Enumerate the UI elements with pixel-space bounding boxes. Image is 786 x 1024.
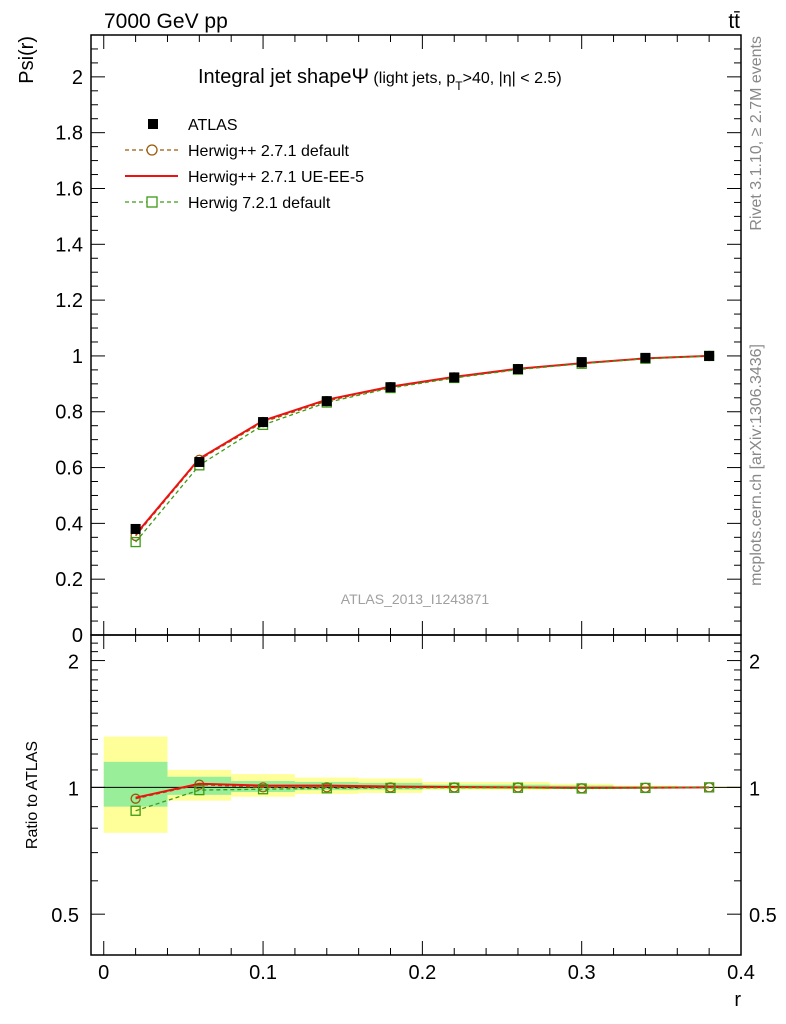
legend-marker xyxy=(148,119,158,129)
data-point xyxy=(321,396,332,407)
legend-label: Herwig++ 2.7.1 default xyxy=(188,143,350,160)
title-detail: (light jets, p xyxy=(369,70,455,87)
main-title: Integral jet shapeΨ (light jets, pT>40, … xyxy=(198,65,562,93)
data-point xyxy=(130,523,141,534)
ratio-series-marker xyxy=(385,782,396,794)
x-tick-label: 0.2 xyxy=(408,962,436,984)
y-tick-label: 0.6 xyxy=(55,458,83,480)
legend-marker xyxy=(146,196,158,208)
title-detail-end: >40, |η| < 2.5) xyxy=(463,70,562,87)
data-point xyxy=(258,417,269,428)
y-tick-label: 1.4 xyxy=(55,234,83,256)
mcplots-label: mcplots.cern.ch [arXiv:1306.3436] xyxy=(748,344,765,586)
y-tick-label: 1.6 xyxy=(55,178,83,200)
main-series-line xyxy=(134,354,710,536)
ratio-series-marker xyxy=(130,793,141,804)
y-tick-label: 0 xyxy=(72,625,83,647)
x-tick-label: 0.3 xyxy=(568,962,596,984)
data-point xyxy=(512,364,523,375)
series-layer xyxy=(130,350,715,816)
ratio-panel-frame xyxy=(90,634,742,956)
data-point xyxy=(576,357,587,368)
x-axis-label: r xyxy=(734,989,741,1011)
ratio-y-tick-label-right: 0.5 xyxy=(749,905,777,927)
y-tick-label: 1.8 xyxy=(55,123,83,145)
header-left: 7000 GeV pp xyxy=(104,10,228,33)
y-tick-label: 0.8 xyxy=(55,402,83,424)
ratio-band-green xyxy=(103,761,168,807)
ratio-series-marker xyxy=(130,805,141,816)
x-tick-label: 0.1 xyxy=(249,962,277,984)
y-axis-label-ratio: Ratio to ATLAS xyxy=(24,741,41,849)
ratio-series-marker xyxy=(576,783,587,794)
ratio-series-marker xyxy=(640,782,651,794)
legend-marker xyxy=(146,144,158,156)
y-tick-label: 1 xyxy=(72,346,83,368)
ratio-y-tick-label: 1 xyxy=(68,778,79,800)
data-point xyxy=(640,352,651,363)
rivet-label: Rivet 3.1.10, ≥ 2.7M events xyxy=(748,36,765,231)
x-tick-label: 0 xyxy=(98,962,109,984)
ratio-y-tick-label-right: 1 xyxy=(749,778,760,800)
ratio-series-marker xyxy=(512,782,524,793)
y-tick-label: 0.2 xyxy=(55,569,83,591)
y-axis-label-main: Psi(r) xyxy=(16,36,38,84)
x-tick-label: 0.4 xyxy=(727,962,755,984)
data-point xyxy=(449,372,460,383)
axes-frame: 0 0.1 0.2 0.3 0.4 0 0.2 0.4 0.6 0.8 1 1.2 1.4 1.6 1.8 2… xyxy=(51,34,777,984)
header-right: tt̄ xyxy=(728,10,740,33)
ratio-series-marker xyxy=(257,784,269,795)
title-subscript: T xyxy=(455,79,463,93)
ratio-series-marker xyxy=(449,782,460,793)
y-tick-label: 2 xyxy=(72,67,83,89)
data-point xyxy=(704,350,715,361)
ratio-series-marker xyxy=(321,783,332,794)
ratio-series-marker xyxy=(194,784,205,796)
ratio-series-marker xyxy=(703,782,715,793)
ratio-y-tick-label: 0.5 xyxy=(51,905,79,927)
ratio-series-line xyxy=(135,786,710,812)
analysis-watermark: ATLAS_2013_I1243871 xyxy=(341,591,490,607)
title-symbol: Ψ xyxy=(351,65,369,88)
legend-label: ATLAS xyxy=(188,117,238,134)
y-tick-label: 1.2 xyxy=(55,290,83,312)
ratio-series-line xyxy=(135,782,710,799)
text-layer: 7000 GeV pp tt̄ Integral jet shapeΨ (lig… xyxy=(16,10,765,1011)
y-tick-label: 0.4 xyxy=(55,513,83,535)
main-series-marker xyxy=(130,536,141,548)
legend-label: Herwig++ 2.7.1 UE-EE-5 xyxy=(188,169,364,186)
legend: ATLAS Herwig++ 2.7.1 default Herwig++ 2.7.… xyxy=(125,117,364,212)
data-point xyxy=(194,456,205,467)
data-point xyxy=(385,382,396,393)
legend-label: Herwig 7.2.1 default xyxy=(188,195,331,212)
main-series-line xyxy=(135,355,710,543)
title-main: Integral jet shape xyxy=(198,66,351,88)
ratio-y-tick-label-right: 2 xyxy=(749,652,760,674)
ratio-y-tick-label: 2 xyxy=(68,652,79,674)
